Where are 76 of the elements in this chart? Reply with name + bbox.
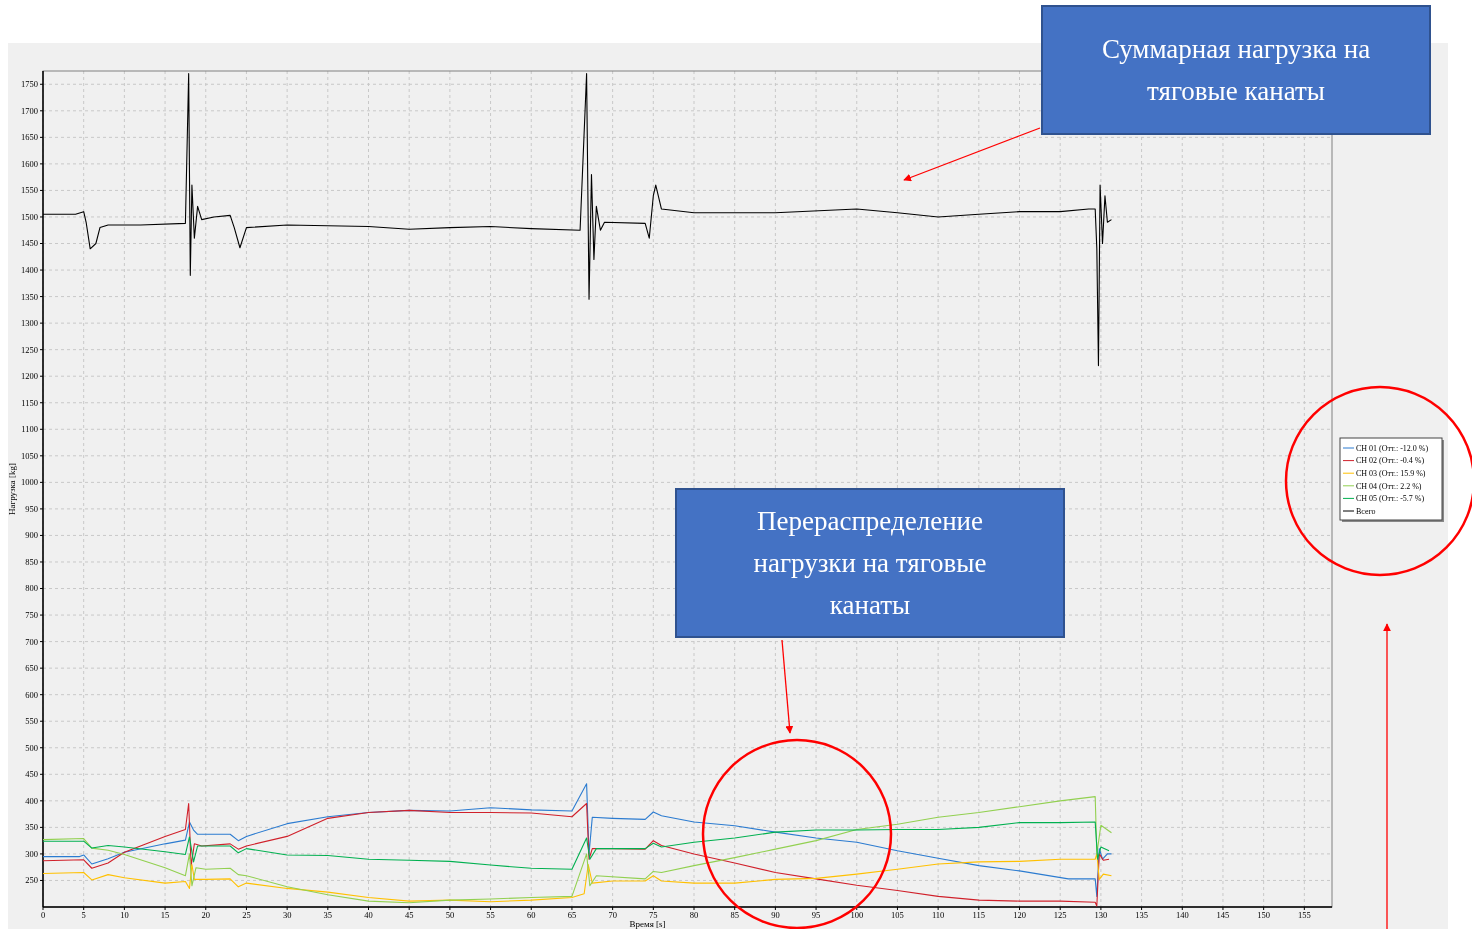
legend-label: CH 01 (Отт.: -12.0 %) [1356, 443, 1429, 453]
y-tick-label: 1200 [21, 371, 38, 382]
x-tick-label: 45 [404, 910, 414, 920]
x-tick-label: 55 [486, 910, 495, 920]
legend-label: CH 02 (Отт.: -0.4 %) [1356, 456, 1425, 466]
y-tick-label: 1450 [21, 238, 38, 249]
x-tick-label: 95 [811, 910, 821, 920]
x-tick-label: 65 [567, 910, 577, 920]
y-tick-label: 250 [25, 875, 38, 886]
y-tick-label: 950 [25, 503, 38, 514]
y-tick-label: 800 [25, 583, 38, 594]
y-tick-label: 850 [25, 556, 38, 567]
x-tick-label: 25 [242, 910, 251, 920]
y-tick-label: 1300 [21, 318, 38, 329]
x-tick-label: 130 [1094, 910, 1108, 920]
x-tick-label: 60 [527, 910, 536, 920]
x-tick-label: 80 [689, 910, 699, 920]
y-tick-label: 1500 [21, 211, 38, 222]
x-tick-label: 20 [201, 910, 210, 920]
legend-label: CH 05 (Отт.: -5.7 %) [1356, 494, 1425, 504]
x-tick-label: 30 [282, 910, 292, 920]
y-tick-label: 600 [25, 689, 38, 700]
y-tick-label: 1700 [21, 105, 38, 116]
y-tick-label: 350 [25, 822, 38, 833]
legend-label: CH 03 (Отт.: 15.9 %) [1356, 469, 1426, 478]
y-tick-label: 1750 [21, 79, 38, 90]
x-tick-label: 100 [850, 910, 864, 920]
y-tick-label: 900 [25, 530, 38, 541]
y-tick-label: 1550 [21, 185, 38, 196]
x-tick-label: 40 [364, 910, 373, 920]
legend-label: Всего [1356, 506, 1376, 516]
line-series [42, 853, 1113, 903]
x-tick-label: 155 [1297, 910, 1311, 920]
annotation: Перераспределение нагрузки на тяговые канаты [753, 506, 987, 621]
y-tick-label: 1000 [21, 477, 38, 488]
x-tick-label: 115 [972, 910, 986, 920]
y-tick-label: 1400 [21, 265, 38, 276]
y-tick-label: 650 [25, 663, 38, 674]
x-tick-label: 15 [160, 910, 170, 920]
x-tick-label: 85 [730, 910, 739, 920]
y-axis-title: Нагрузка [kg] [7, 462, 17, 516]
x-tick-label: 135 [1135, 910, 1148, 920]
y-tick-label: 1600 [21, 158, 38, 169]
x-tick-label: 90 [771, 910, 780, 920]
line-series [42, 783, 1113, 897]
annotation: Суммарная нагрузка на тяговые канаты [1101, 34, 1371, 107]
x-tick-label: 10 [120, 910, 129, 920]
y-tick-label: 1100 [21, 424, 38, 435]
x-tick-label: 145 [1216, 910, 1230, 920]
line-series [42, 821, 1110, 870]
y-tick-label: 1050 [21, 450, 38, 461]
y-tick-label: 700 [25, 636, 38, 647]
x-tick-label: 75 [649, 910, 658, 920]
x-tick-label: 5 [81, 910, 86, 920]
x-tick-label: 140 [1175, 910, 1189, 920]
y-tick-label: 750 [25, 610, 38, 621]
y-tick-label: 1350 [21, 291, 38, 302]
x-axis-title: Время [s] [629, 919, 666, 929]
y-tick-label: 500 [25, 742, 38, 753]
y-tick-label: 1650 [21, 132, 38, 143]
x-tick-label: 150 [1257, 910, 1271, 920]
x-tick-label: 35 [323, 910, 333, 920]
x-tick-label: 0 [40, 910, 46, 920]
x-tick-label: 125 [1053, 910, 1067, 920]
y-tick-label: 400 [25, 795, 38, 806]
x-tick-label: 70 [608, 910, 617, 920]
y-tick-label: 300 [25, 848, 38, 859]
x-tick-label: 50 [445, 910, 455, 920]
legend-label: CH 04 (Отт.: 2.2 %) [1356, 481, 1422, 491]
y-tick-label: 1150 [21, 397, 38, 408]
x-tick-label: 110 [931, 910, 945, 920]
x-tick-label: 120 [1013, 910, 1026, 920]
y-tick-label: 450 [25, 769, 38, 780]
x-tick-label: 105 [891, 910, 904, 920]
y-tick-label: 550 [25, 716, 38, 727]
y-tick-label: 1250 [21, 344, 38, 355]
